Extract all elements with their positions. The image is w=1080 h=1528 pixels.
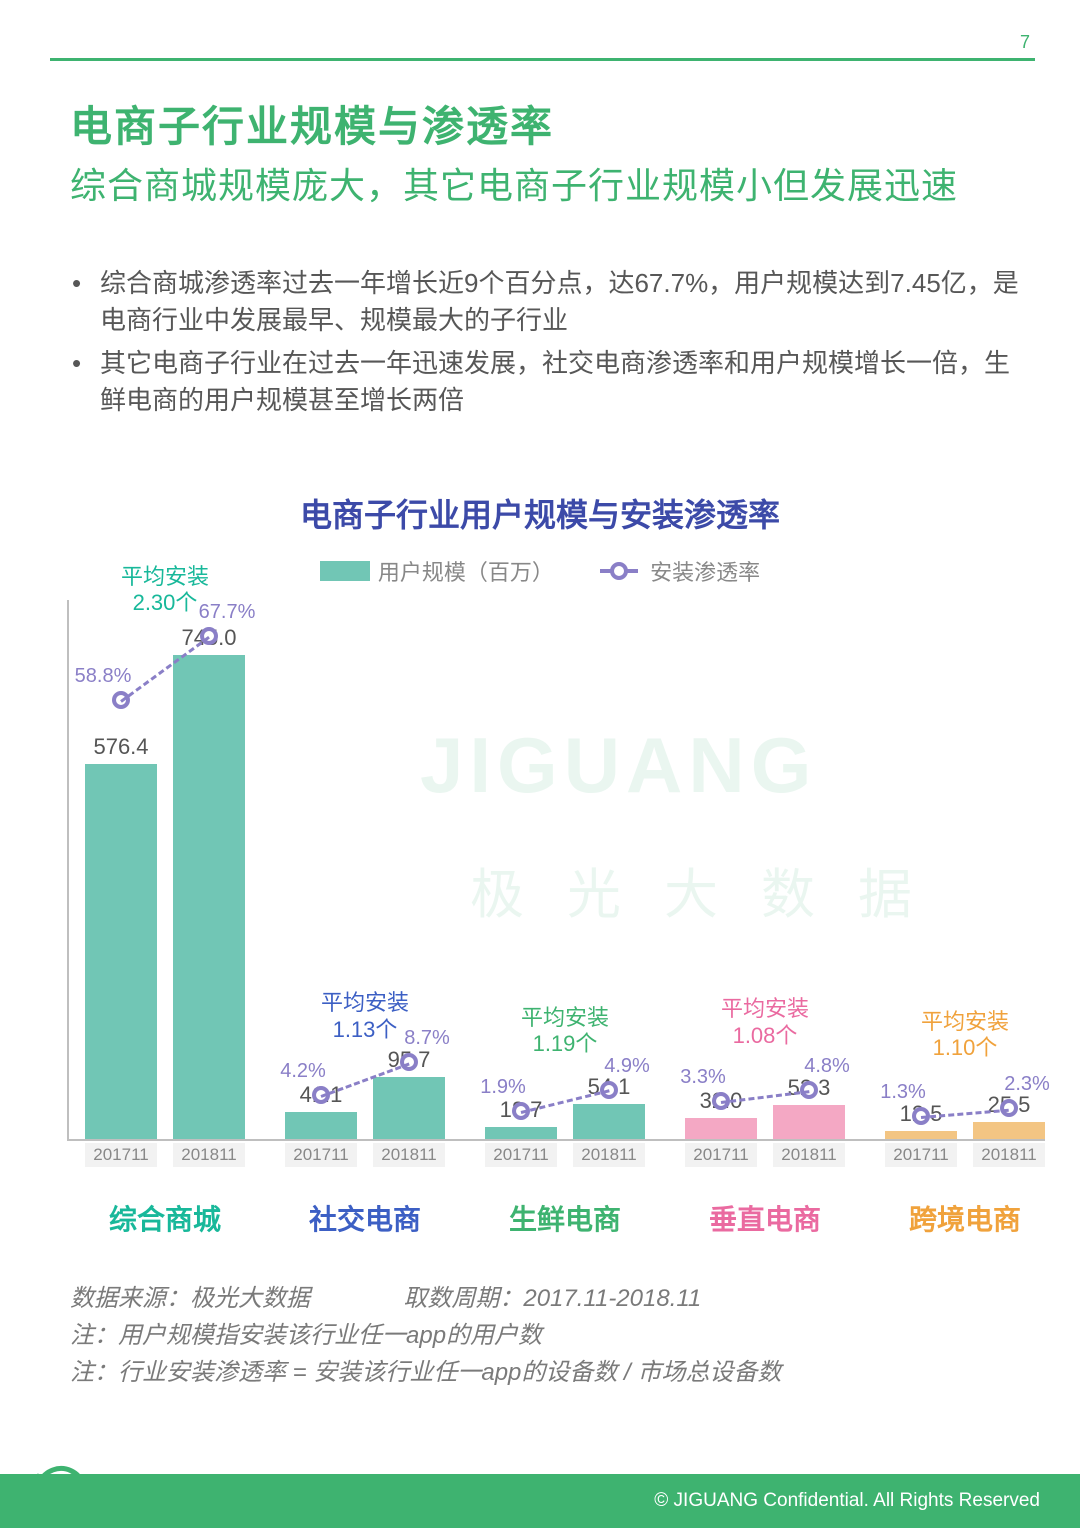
top-rule: [50, 58, 1035, 61]
chart-title: 电商子行业用户规模与安装渗透率: [0, 490, 1080, 536]
bullet-list: 综合商城渗透率过去一年增长近9个百分点，达67.7%，用户规模达到7.45亿，是…: [70, 265, 1020, 425]
legend-swatch-bar: [320, 561, 370, 581]
pct-label: 58.8%: [75, 665, 132, 688]
note-2: 注：行业安装渗透率 = 安装该行业任一app的设备数 / 市场总设备数: [70, 1359, 781, 1386]
x-axis: [67, 1139, 1045, 1141]
line-point: [400, 1053, 418, 1071]
bullet-item: 综合商城渗透率过去一年增长近9个百分点，达67.7%，用户规模达到7.45亿，是…: [70, 265, 1020, 339]
subtitle: 综合商城规模庞大，其它电商子行业规模小但发展迅速: [70, 162, 1020, 211]
pct-label: 4.9%: [604, 1055, 650, 1078]
pct-label: 2.3%: [1004, 1073, 1050, 1096]
bar: 41.1: [285, 1112, 357, 1139]
x-label: 201711: [85, 1143, 157, 1167]
note-period: 取数周期：2017.11-2018.11: [403, 1285, 701, 1312]
bar: 95.7: [373, 1077, 445, 1139]
footer-bar: © JIGUANG Confidential. All Rights Reser…: [0, 1474, 1080, 1528]
avg-install-label: 平均安装2.30个: [75, 564, 255, 617]
avg-install-label: 平均安装1.19个: [475, 1005, 655, 1058]
category-label: 垂直电商: [675, 1198, 855, 1238]
bar: 18.7: [485, 1127, 557, 1139]
pct-label: 1.9%: [480, 1076, 526, 1099]
pct-label: 4.8%: [804, 1055, 850, 1078]
page-title: 电商子行业规模与渗透率: [70, 93, 554, 154]
note-1: 注：用户规模指安装该行业任一app的用户数: [70, 1322, 542, 1349]
x-label: 201811: [973, 1143, 1045, 1167]
avg-install-label: 平均安装1.10个: [875, 1009, 1055, 1062]
category-label: 综合商城: [75, 1198, 255, 1238]
bar: 32.0: [685, 1118, 757, 1139]
x-label: 201811: [373, 1143, 445, 1167]
category-label: 社交电商: [275, 1198, 455, 1238]
bullet-item: 其它电商子行业在过去一年迅速发展，社交电商渗透率和用户规模增长一倍，生鲜电商的用…: [70, 345, 1020, 419]
pct-label: 1.3%: [880, 1081, 926, 1104]
legend-marker-line: [610, 562, 628, 580]
pct-label: 3.3%: [680, 1066, 726, 1089]
pct-label: 4.2%: [280, 1060, 326, 1083]
legend-label-line: 安装渗透率: [650, 560, 760, 585]
category-label: 跨境电商: [875, 1198, 1055, 1238]
avg-install-label: 平均安装1.08个: [675, 996, 855, 1049]
legend-label-bar: 用户规模（百万）: [378, 560, 554, 585]
x-label: 201711: [885, 1143, 957, 1167]
chart-notes: 数据来源：极光大数据 取数周期：2017.11-2018.11 注：用户规模指安…: [70, 1280, 781, 1392]
avg-install-label: 平均安装1.13个: [275, 990, 455, 1043]
bar-value: 576.4: [85, 734, 157, 760]
bar: 54.1: [573, 1104, 645, 1139]
x-label: 201811: [573, 1143, 645, 1167]
bar: 745.0: [173, 655, 245, 1139]
x-label: 201811: [173, 1143, 245, 1167]
bar: 576.4: [85, 764, 157, 1139]
chart-area: 576.4201711745.020181158.8%67.7%41.12017…: [45, 595, 1045, 1165]
x-label: 201711: [285, 1143, 357, 1167]
x-label: 201711: [485, 1143, 557, 1167]
note-source: 数据来源：极光大数据: [70, 1285, 310, 1312]
y-axis: [67, 600, 69, 1141]
bar: 52.3: [773, 1105, 845, 1139]
bar: 12.5: [885, 1131, 957, 1139]
x-label: 201711: [685, 1143, 757, 1167]
page-number: 7: [1020, 32, 1030, 53]
footer-text: © JIGUANG Confidential. All Rights Reser…: [654, 1490, 1040, 1512]
category-label: 生鲜电商: [475, 1198, 655, 1238]
bar: 25.5: [973, 1122, 1045, 1139]
x-label: 201811: [773, 1143, 845, 1167]
